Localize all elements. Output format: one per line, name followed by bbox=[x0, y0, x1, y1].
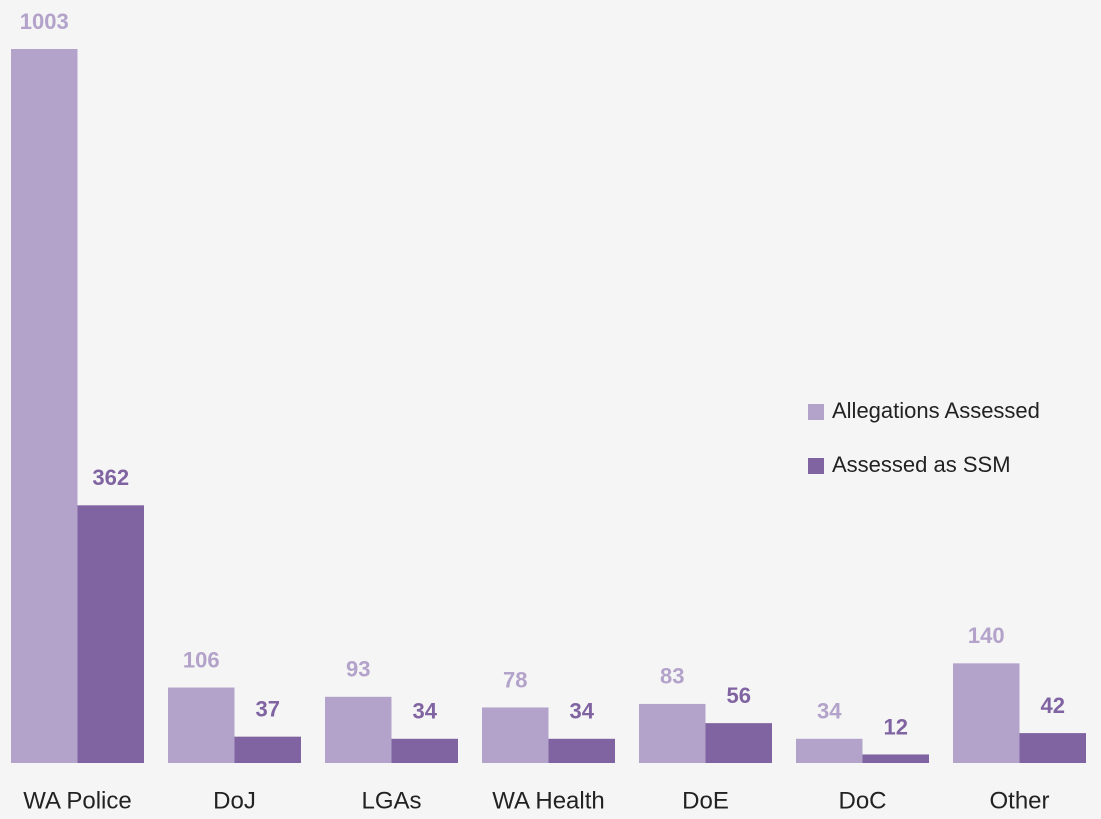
data-label: 34 bbox=[817, 699, 842, 724]
bar bbox=[796, 738, 863, 763]
data-label: 1003 bbox=[20, 9, 69, 34]
bar bbox=[862, 754, 929, 763]
bar bbox=[77, 505, 144, 763]
bar bbox=[1019, 733, 1086, 763]
bar bbox=[391, 738, 458, 763]
bar bbox=[953, 663, 1020, 763]
x-tick-label: DoC bbox=[838, 787, 886, 814]
bar bbox=[482, 707, 549, 763]
bar bbox=[234, 736, 301, 763]
x-tick-label: DoE bbox=[682, 787, 729, 814]
bar bbox=[548, 738, 615, 763]
x-tick-label: Other bbox=[989, 787, 1049, 814]
bar bbox=[11, 49, 78, 763]
data-label: 78 bbox=[503, 667, 527, 692]
legend-label: Allegations Assessed bbox=[832, 398, 1040, 423]
legend-label: Assessed as SSM bbox=[832, 452, 1011, 477]
bar bbox=[168, 687, 235, 763]
legend-swatch bbox=[808, 458, 824, 474]
data-label: 83 bbox=[660, 664, 684, 689]
bar bbox=[325, 696, 392, 763]
data-label: 42 bbox=[1041, 693, 1065, 718]
data-label: 93 bbox=[346, 657, 370, 682]
data-label: 12 bbox=[884, 714, 908, 739]
bar bbox=[705, 723, 772, 763]
legend-swatch bbox=[808, 404, 824, 420]
data-label: 362 bbox=[92, 465, 129, 490]
data-label: 140 bbox=[968, 623, 1005, 648]
x-tick-label: DoJ bbox=[213, 787, 256, 814]
x-tick-label: WA Police bbox=[23, 787, 131, 814]
data-label: 34 bbox=[570, 699, 595, 724]
x-tick-label: WA Health bbox=[492, 787, 605, 814]
x-tick-label: LGAs bbox=[361, 787, 421, 814]
data-label: 56 bbox=[727, 683, 751, 708]
bar bbox=[639, 703, 706, 763]
data-label: 34 bbox=[413, 699, 438, 724]
data-label: 37 bbox=[256, 696, 280, 721]
data-label: 106 bbox=[183, 647, 220, 672]
